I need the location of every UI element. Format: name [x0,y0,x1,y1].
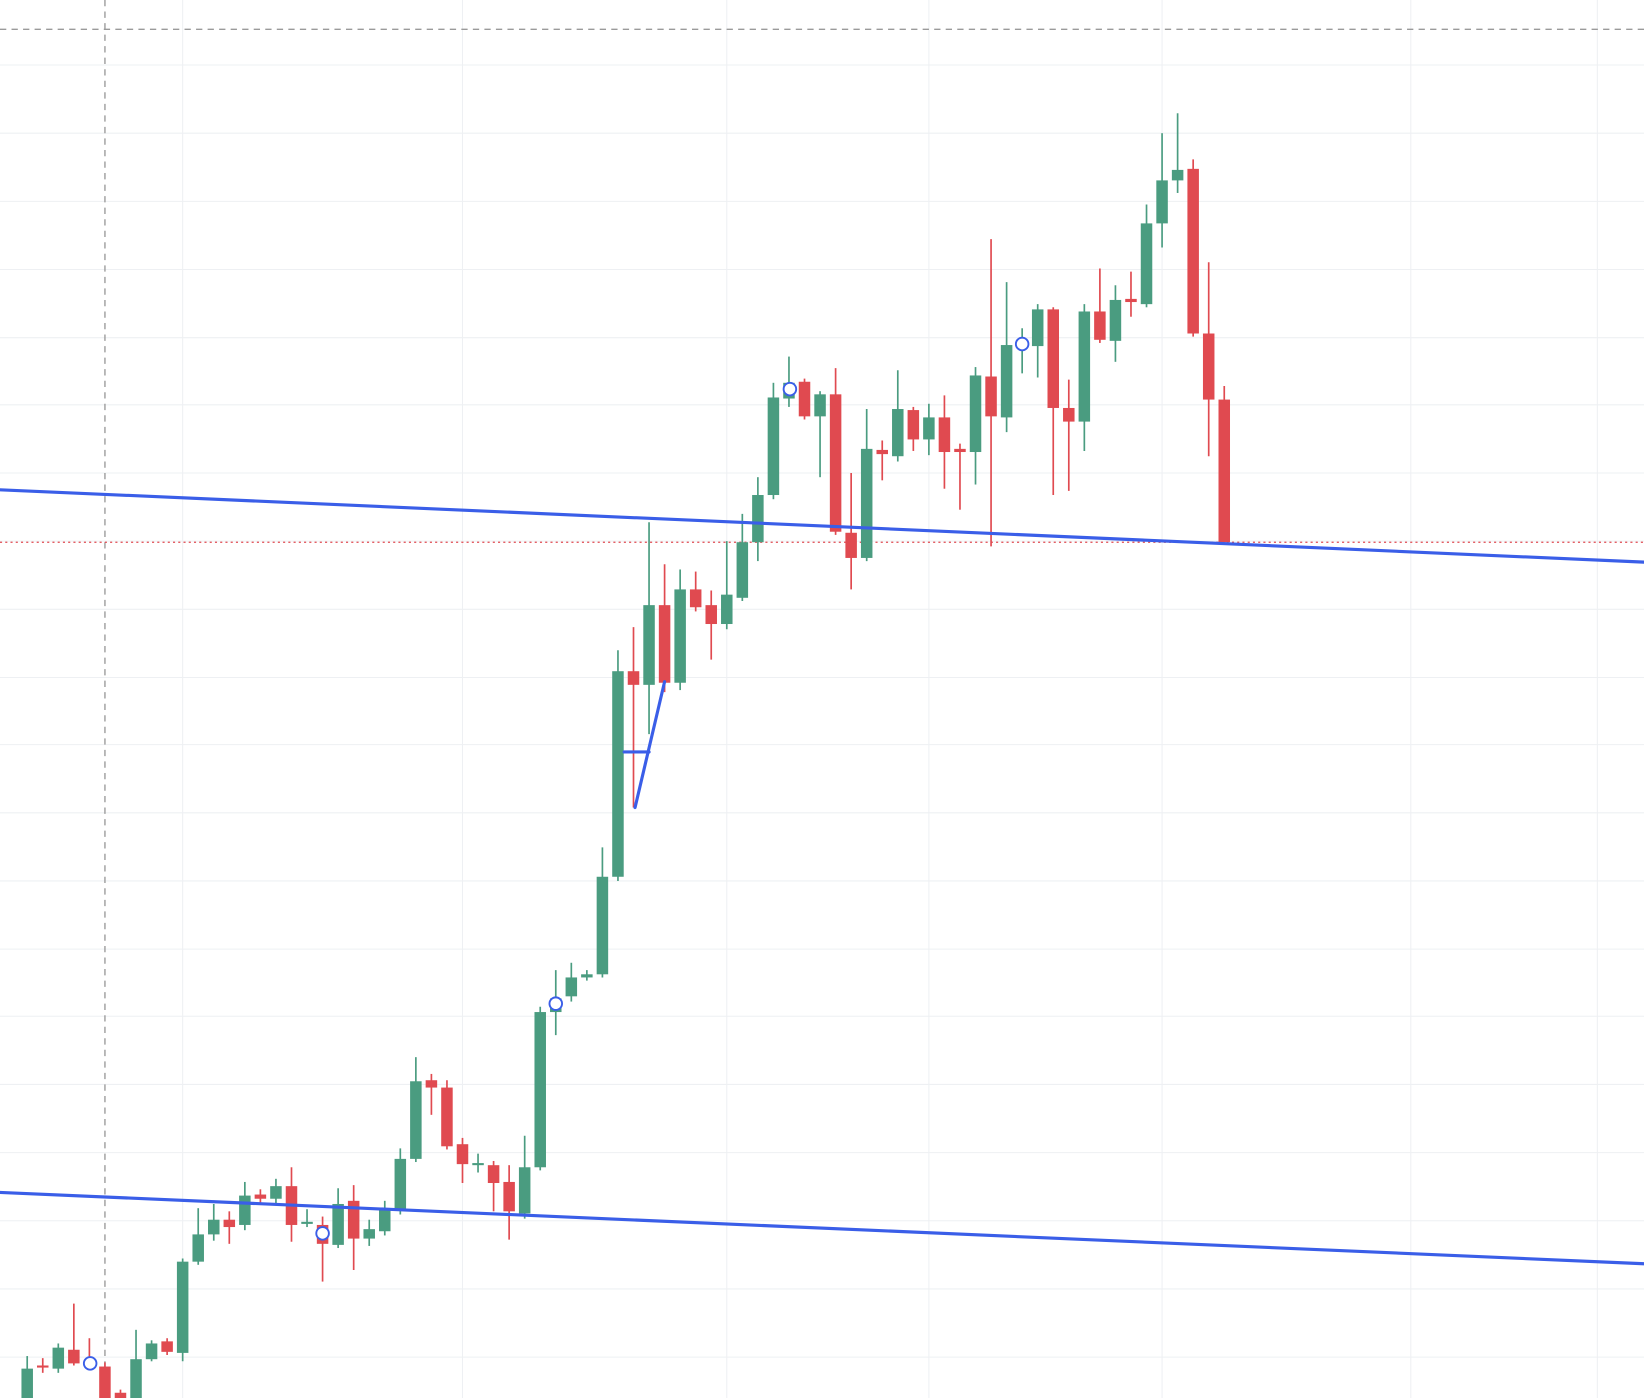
candle-body [161,1341,173,1352]
candle-body [441,1087,453,1147]
candle-body [829,394,842,532]
candle-body [767,397,780,496]
candle-body [860,448,873,558]
candle-body [472,1163,484,1166]
candle-body [643,605,655,685]
candle-body [674,589,686,683]
candle-body [301,1221,313,1224]
candle-body [192,1234,204,1262]
candle-body [798,381,811,417]
candle-body [814,394,826,417]
candle-body [21,1368,33,1398]
candle-body [145,1343,158,1360]
candle-body [254,1194,267,1199]
trend-line [633,680,667,810]
candle-body [394,1158,407,1210]
candle-body [52,1347,65,1369]
candle-body [518,1167,531,1214]
candle-body [534,1012,546,1168]
candle-body [845,532,857,558]
candle-body [627,671,640,685]
candle-body [332,1203,344,1245]
candle-body [239,1195,251,1225]
candle-body [938,417,951,453]
candle-body [1187,168,1199,334]
candle-body [705,605,717,625]
candle-body [270,1186,282,1199]
candle-body [363,1229,375,1239]
candle-body [99,1366,111,1398]
event-marker [548,996,564,1011]
event-marker [782,381,798,397]
candle-body [1094,311,1106,340]
candle-body [581,974,593,978]
candle-body [208,1219,220,1235]
candle-body [892,409,904,457]
candle-body [1063,407,1075,422]
trend-line [0,1190,1644,1266]
candle-body [36,1365,49,1368]
candle-body [487,1165,500,1184]
candle-body [379,1208,391,1232]
candle-body [658,605,671,683]
candle-body [176,1261,189,1353]
candle-body [954,448,966,453]
candle-body [1125,298,1137,303]
candle-body [1171,169,1184,181]
candle-body [1031,309,1044,347]
candle-body [456,1144,469,1165]
event-marker [1014,336,1030,352]
candle-body [114,1392,127,1398]
candle-body [923,417,935,440]
candle-body [1000,345,1013,418]
candle-body [425,1080,438,1088]
candle-body [985,376,997,417]
event-marker [82,1356,98,1371]
candle-body [969,375,982,453]
candle-body [907,410,920,440]
candle-body [612,671,624,877]
candle-body [596,876,609,975]
candle-body [1109,299,1122,341]
candle-body [721,594,733,625]
candle-body [410,1081,422,1159]
candle-body [1078,311,1091,422]
candle-body [68,1349,80,1364]
candle-body [347,1200,360,1239]
candle-body [1047,309,1060,408]
candle-body [503,1181,515,1212]
candle-body [1218,399,1231,543]
candle-body [689,589,702,608]
trend-line [0,488,1644,564]
candle-body [736,542,749,598]
candle-body [565,977,578,997]
candle-body [1202,333,1215,400]
candle-body [1156,180,1168,224]
event-marker [315,1226,330,1241]
candle-body [752,495,764,543]
candle-body [130,1359,142,1398]
candle-body [876,449,888,455]
candle-body [1140,223,1153,305]
candle-body [223,1219,236,1228]
